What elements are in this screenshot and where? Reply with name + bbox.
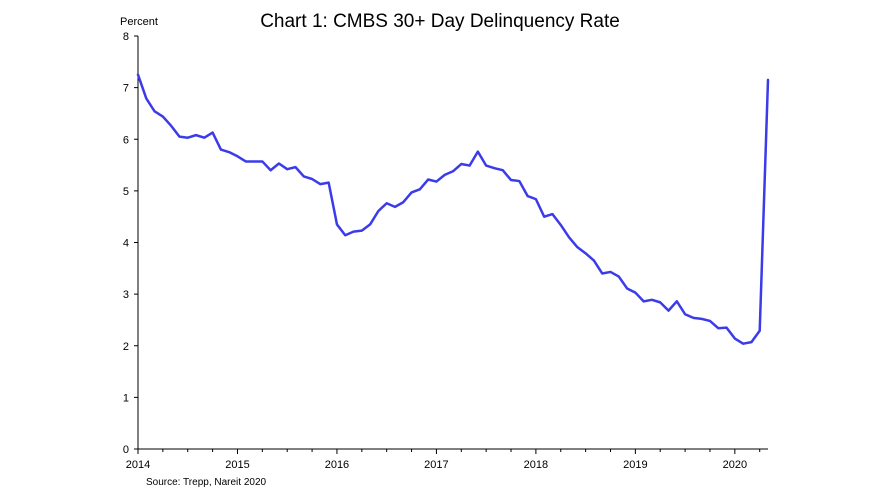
y-tick-label: 4 <box>123 238 129 250</box>
x-tick-label: 2017 <box>424 459 448 471</box>
plot-area: 0 1 2 3 4 5 6 7 8 2014 2015 2016 2017 2018 2019 2020 <box>123 31 770 471</box>
x-axis-ticks: 2014 2015 2016 2017 2018 2019 2020 <box>126 449 761 471</box>
y-axis-ticks: 0 1 2 3 4 5 6 7 8 <box>123 31 138 456</box>
source-note: Source: Trepp, Nareit 2020 <box>146 477 267 488</box>
x-tick-label: 2014 <box>126 459 150 471</box>
y-tick-label: 6 <box>123 134 129 146</box>
chart-title: Chart 1: CMBS 30+ Day Delinquency Rate <box>260 11 620 32</box>
x-tick-label: 2016 <box>325 459 349 471</box>
y-tick-label: 1 <box>123 392 129 404</box>
y-tick-label: 2 <box>123 341 129 353</box>
y-tick-label: 5 <box>123 186 129 198</box>
x-tick-label: 2018 <box>524 459 548 471</box>
y-tick-label: 3 <box>123 289 129 301</box>
y-tick-label: 8 <box>123 31 129 43</box>
x-tick-label: 2019 <box>623 459 647 471</box>
x-tick-label: 2020 <box>723 459 747 471</box>
y-axis-unit-label: Percent <box>120 16 158 28</box>
x-tick-label: 2015 <box>225 459 249 471</box>
y-tick-label: 0 <box>123 444 129 456</box>
series-layer <box>136 73 770 345</box>
series-line <box>136 73 770 345</box>
y-tick-label: 7 <box>123 83 129 95</box>
